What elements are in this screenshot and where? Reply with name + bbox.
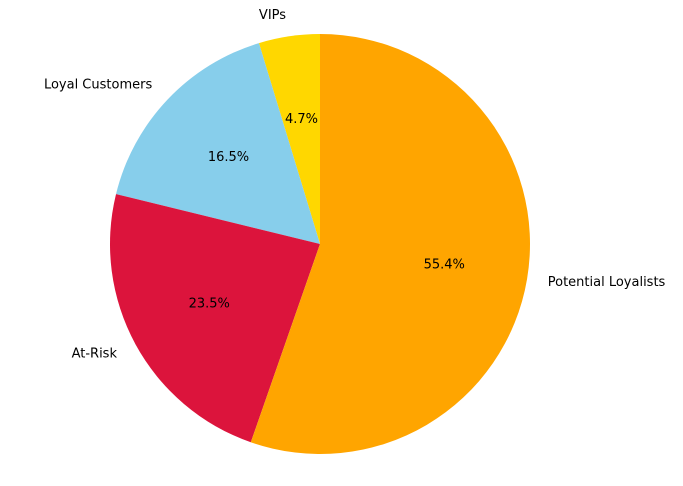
- percentage-labels: 4.7% 16.5% 23.5% 55.4%: [189, 112, 465, 312]
- pie-slices: [110, 34, 530, 454]
- category-label-at-risk: At-Risk: [72, 347, 118, 362]
- percentage-label-vips: 4.7%: [285, 112, 318, 127]
- category-labels: VIPs Loyal Customers At-Risk Potential Loya…: [44, 8, 666, 362]
- pie-slice-loyal-customers: [116, 43, 320, 244]
- category-label-vips: VIPs: [259, 8, 286, 23]
- category-label-loyal-customers: Loyal Customers: [44, 78, 153, 93]
- pie-slice-vips: [258, 34, 320, 244]
- percentage-label-at-risk: 23.5%: [189, 297, 230, 312]
- pie-slice-at-risk: [110, 194, 320, 443]
- pie-slice-potential-loyalists: [250, 34, 530, 454]
- percentage-label-loyal-customers: 16.5%: [208, 150, 249, 165]
- category-label-potential-loyalists: Potential Loyalists: [548, 275, 666, 290]
- percentage-label-potential-loyalists: 55.4%: [424, 258, 465, 273]
